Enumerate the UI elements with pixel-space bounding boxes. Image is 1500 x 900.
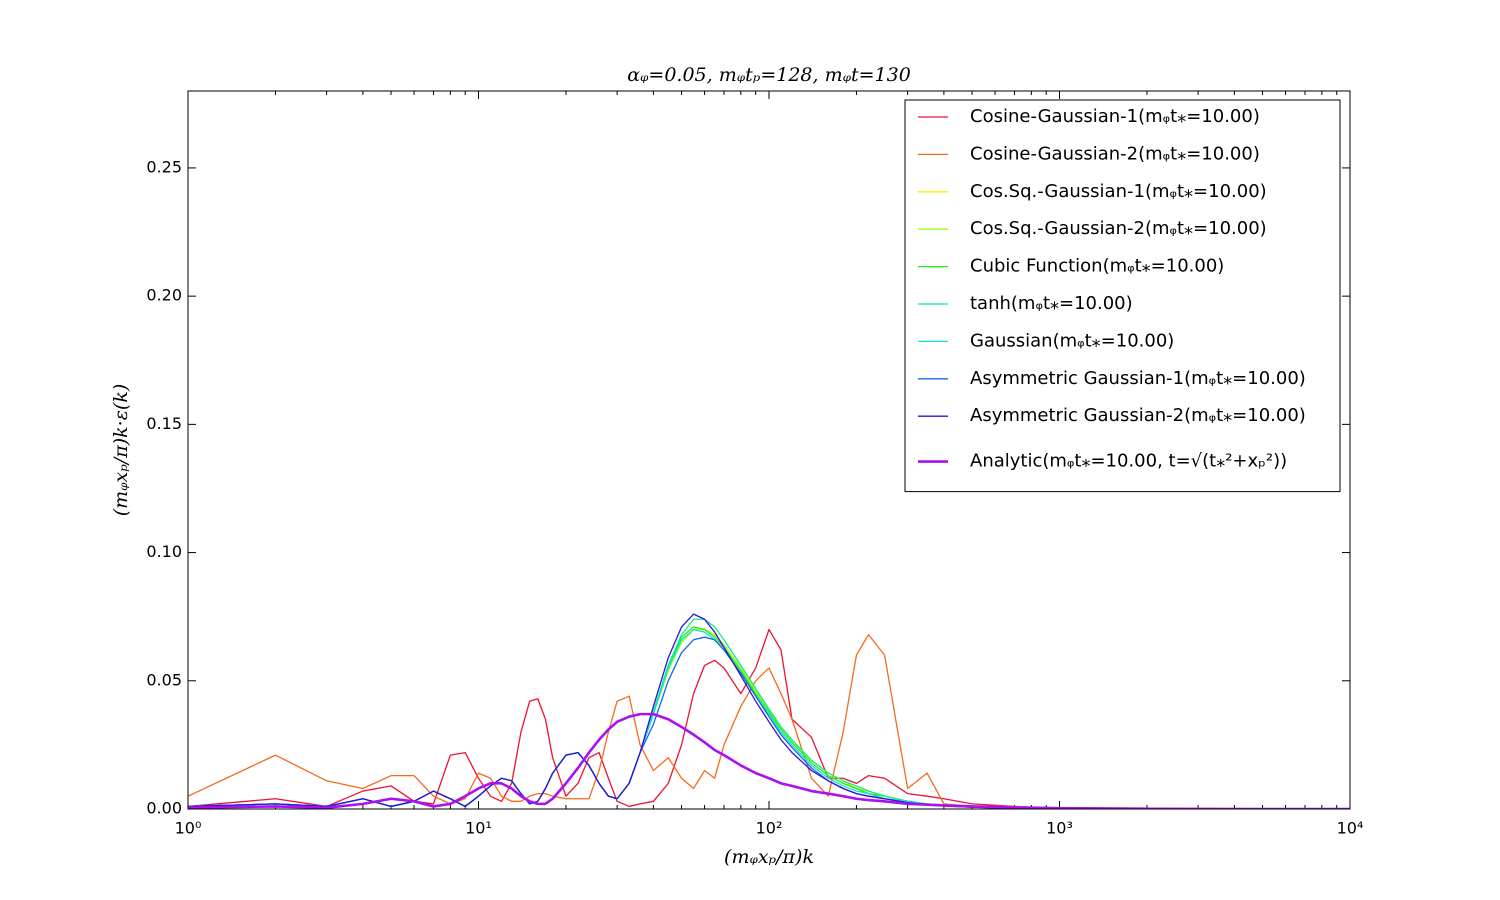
x-tick-label: 10⁰ [175, 819, 202, 838]
legend-label: Asymmetric Gaussian-1(mᵩt⁎=10.00) [970, 368, 1306, 389]
y-tick-label: 0.25 [146, 157, 182, 176]
legend-label: Cosine-Gaussian-2(mᵩt⁎=10.00) [970, 143, 1260, 164]
x-tick-label: 10² [756, 819, 783, 838]
y-axis-label: (mᵩxₚ/π)k·ε(k) [110, 384, 132, 517]
plot-frame [187, 90, 1351, 810]
x-axis-label: (mᵩxₚ/π)k [724, 846, 814, 868]
y-tick-label: 0.00 [146, 799, 182, 818]
series-line [188, 628, 1350, 809]
chart-title: αᵩ=0.05, mᵩtₚ=128, mᵩt=130 [627, 64, 911, 86]
series-line [188, 712, 1350, 809]
y-tick-label: 0.10 [146, 542, 182, 561]
y-tick-label: 0.20 [146, 286, 182, 305]
series-line [188, 633, 1350, 809]
x-tick-label: 10¹ [465, 819, 492, 838]
legend-label: Cosine-Gaussian-1(mᵩt⁎=10.00) [970, 106, 1260, 127]
legend-label: Analytic(mᵩt⁎=10.00, t=√(t⁎²+xₚ²)) [970, 451, 1287, 472]
legend-label: Cos.Sq.-Gaussian-2(mᵩt⁎=10.00) [970, 218, 1267, 239]
y-tick-label: 0.05 [146, 670, 182, 689]
x-tick-label: 10³ [1046, 819, 1073, 838]
x-tick-label: 10⁴ [1337, 819, 1364, 838]
series-line [188, 613, 1350, 809]
legend-label: tanh(mᵩt⁎=10.00) [970, 293, 1133, 314]
legend-box [904, 99, 1341, 493]
legend-label: Asymmetric Gaussian-2(mᵩt⁎=10.00) [970, 405, 1306, 426]
legend-label: Gaussian(mᵩt⁎=10.00) [970, 330, 1174, 351]
legend-label: Cos.Sq.-Gaussian-1(mᵩt⁎=10.00) [970, 181, 1267, 202]
legend-label: Cubic Function(mᵩt⁎=10.00) [970, 256, 1224, 277]
legend: Cosine-Gaussian-1(mᵩt⁎=10.00) Cosine-Gaus… [904, 99, 1341, 493]
y-tick-label: 0.15 [146, 414, 182, 433]
